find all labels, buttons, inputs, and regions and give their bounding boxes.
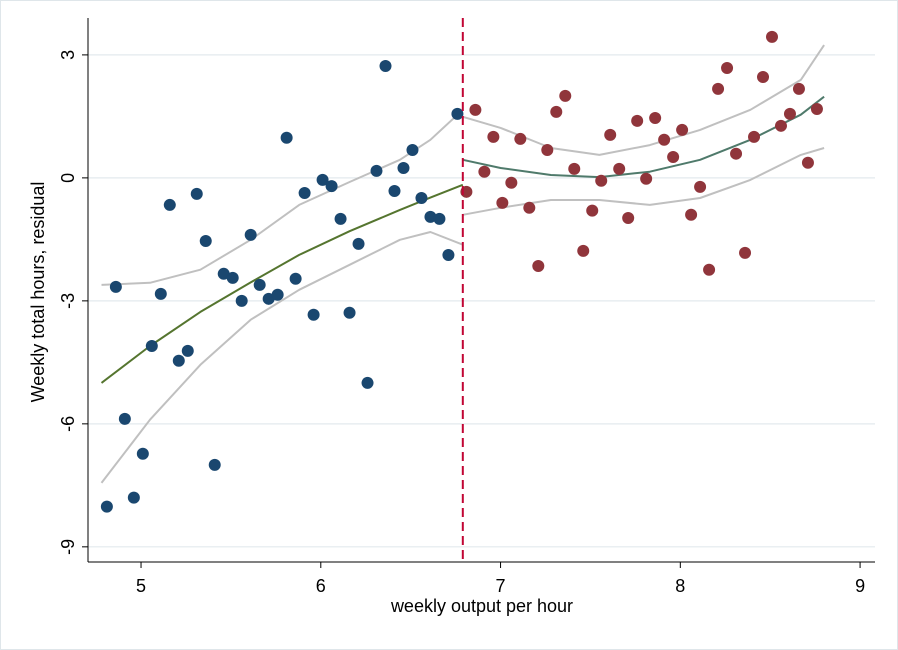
x-tick-label: 5 — [136, 576, 146, 596]
point — [595, 174, 608, 187]
point — [379, 59, 392, 72]
point — [613, 162, 626, 175]
y-tick-label: -6 — [58, 416, 78, 432]
point — [181, 344, 194, 357]
point — [415, 191, 428, 204]
point — [658, 133, 671, 146]
point — [226, 271, 239, 284]
point — [532, 260, 545, 273]
point — [361, 376, 374, 389]
fit-line — [100, 231, 464, 484]
x-tick-label: 7 — [496, 576, 506, 596]
point — [262, 292, 275, 305]
point — [649, 112, 662, 125]
y-tick-label: 0 — [58, 173, 78, 183]
point — [774, 119, 787, 132]
x-axis-label: weekly output per hour — [390, 596, 573, 616]
point — [388, 184, 401, 197]
point — [406, 144, 419, 157]
point — [325, 180, 338, 193]
point — [307, 308, 320, 321]
point — [397, 162, 410, 175]
y-axis-label: Weekly total hours, residual — [28, 182, 48, 403]
point — [801, 156, 814, 169]
point — [721, 62, 734, 75]
point — [145, 339, 158, 352]
point — [118, 412, 131, 425]
point — [694, 180, 707, 193]
point — [433, 212, 446, 225]
point — [550, 105, 563, 118]
point — [190, 187, 203, 200]
point — [685, 208, 698, 221]
x-tick-label: 9 — [855, 576, 865, 596]
point — [109, 280, 122, 293]
point — [703, 263, 716, 276]
point — [541, 144, 554, 157]
point — [343, 306, 356, 319]
y-tick-label: 3 — [58, 50, 78, 60]
point — [424, 210, 437, 223]
point — [370, 164, 383, 177]
point — [334, 212, 347, 225]
point — [352, 237, 365, 250]
point — [505, 176, 518, 189]
point — [244, 228, 257, 241]
point — [469, 103, 482, 116]
point — [667, 150, 680, 163]
point — [487, 130, 500, 143]
point — [748, 130, 761, 143]
point — [622, 212, 635, 225]
point — [514, 132, 527, 145]
point — [271, 288, 284, 301]
point — [163, 198, 176, 211]
point — [640, 172, 653, 185]
point — [712, 82, 725, 95]
point — [577, 244, 590, 257]
point — [730, 147, 743, 160]
point — [289, 272, 302, 285]
point — [199, 235, 212, 248]
point — [235, 294, 248, 307]
point — [783, 107, 796, 120]
point — [217, 267, 230, 280]
y-tick-label: -9 — [58, 539, 78, 555]
point — [442, 248, 455, 261]
point — [316, 173, 329, 186]
point — [810, 103, 823, 116]
x-tick-label: 8 — [675, 576, 685, 596]
fit-line — [462, 147, 825, 216]
x-tick-label: 6 — [316, 576, 326, 596]
point — [280, 131, 293, 144]
point — [586, 204, 599, 217]
point — [757, 71, 770, 84]
point — [496, 196, 509, 209]
point — [739, 246, 752, 259]
fit-line — [101, 109, 464, 286]
point — [478, 165, 491, 178]
point — [568, 162, 581, 175]
point — [298, 187, 311, 200]
point — [604, 128, 617, 141]
point — [631, 114, 644, 127]
point — [253, 278, 266, 291]
point — [451, 107, 464, 120]
point — [792, 82, 805, 95]
y-tick-label: -3 — [58, 293, 78, 309]
point — [100, 500, 113, 513]
point — [127, 491, 140, 504]
point — [676, 123, 689, 136]
point — [765, 30, 778, 43]
point — [136, 447, 149, 460]
point — [154, 287, 167, 300]
point — [172, 354, 185, 367]
point — [208, 458, 221, 471]
point — [523, 201, 536, 214]
point — [559, 89, 572, 102]
